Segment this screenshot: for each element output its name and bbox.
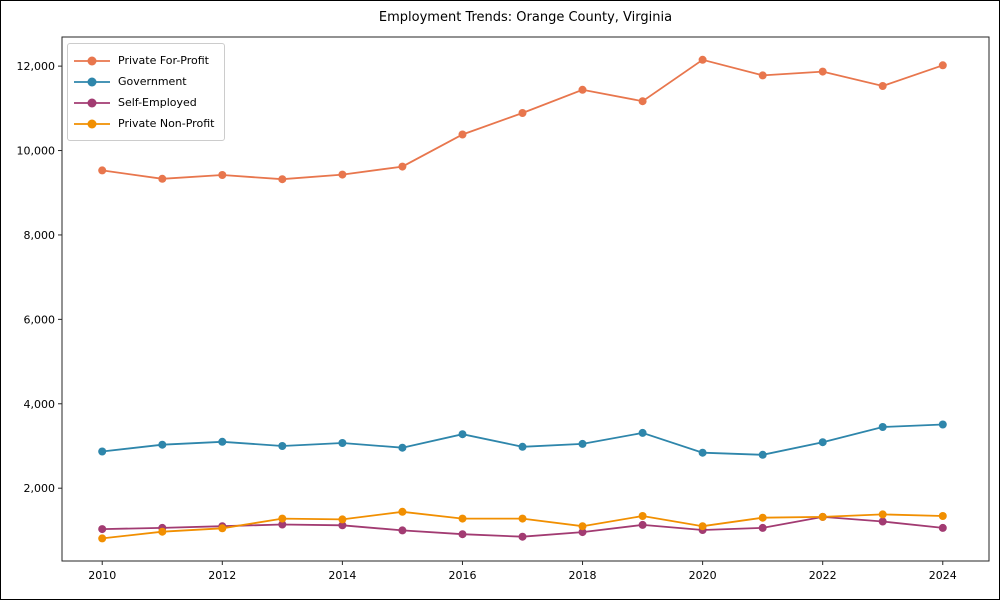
data-point-private-non-profit — [398, 507, 407, 516]
data-point-government — [338, 439, 347, 447]
legend-marker-icon — [74, 119, 110, 128]
data-point-private-for-profit — [818, 67, 827, 76]
data-point-private-for-profit — [938, 61, 947, 70]
legend-item: Private For-Profit — [74, 50, 214, 71]
legend-item-label: Private Non-Profit — [118, 117, 215, 130]
legend-item: Private Non-Profit — [74, 113, 214, 134]
data-point-private-for-profit — [578, 85, 587, 94]
data-point-private-for-profit — [878, 82, 887, 90]
data-point-private-non-profit — [578, 522, 587, 531]
data-point-private-for-profit — [278, 175, 287, 184]
data-point-government — [578, 439, 587, 448]
legend-item-label: Government — [118, 75, 187, 88]
data-point-government — [758, 450, 767, 459]
data-point-private-non-profit — [218, 524, 227, 533]
data-point-private-non-profit — [158, 527, 167, 536]
x-tick-label: 2014 — [328, 569, 356, 582]
data-point-private-non-profit — [98, 534, 107, 543]
data-point-government — [878, 423, 887, 431]
y-tick-label: 10,000 — [17, 145, 56, 158]
legend-item: Self-Employed — [74, 92, 214, 113]
data-point-private-for-profit — [698, 55, 707, 64]
data-point-private-for-profit — [98, 166, 107, 175]
data-point-self-employed — [398, 526, 407, 535]
series-line-private-for-profit — [102, 58, 944, 181]
data-point-government — [278, 442, 287, 450]
data-point-private-for-profit — [218, 171, 227, 179]
legend-marker-icon — [74, 56, 110, 65]
x-tick-label: 2016 — [448, 569, 476, 582]
x-tick-label: 2020 — [689, 569, 717, 582]
y-tick-label: 6,000 — [24, 313, 56, 326]
x-tick-label: 2012 — [208, 569, 236, 582]
data-point-private-non-profit — [518, 514, 527, 523]
data-point-private-for-profit — [518, 109, 527, 117]
y-tick-label: 8,000 — [24, 229, 56, 242]
data-point-self-employed — [638, 520, 647, 529]
data-point-government — [458, 430, 467, 439]
legend: Private For-Profit Government Self-Employe… — [67, 43, 226, 141]
data-point-self-employed — [338, 521, 347, 530]
x-tick-label: 2010 — [88, 569, 116, 582]
data-point-self-employed — [518, 532, 527, 541]
data-point-private-non-profit — [638, 512, 647, 520]
data-point-self-employed — [98, 525, 107, 534]
data-point-self-employed — [758, 523, 767, 532]
data-point-government — [818, 438, 827, 447]
data-point-private-non-profit — [278, 514, 287, 523]
data-point-private-non-profit — [338, 515, 347, 524]
data-point-private-for-profit — [638, 97, 647, 106]
y-tick-label: 4,000 — [24, 398, 56, 411]
data-point-private-non-profit — [458, 514, 467, 523]
axes-box — [61, 36, 990, 562]
data-point-government — [698, 448, 707, 457]
x-tick-label: 2022 — [809, 569, 837, 582]
data-point-self-employed — [878, 517, 887, 526]
data-point-government — [158, 440, 167, 449]
data-point-government — [638, 428, 647, 437]
legend-marker-icon — [74, 98, 110, 107]
legend-item-label: Self-Employed — [118, 96, 197, 109]
data-point-private-non-profit — [818, 512, 827, 521]
y-tick-label: 2,000 — [24, 482, 56, 495]
chart-title: Employment Trends: Orange County, Virgin… — [378, 10, 673, 25]
data-point-government — [98, 447, 107, 456]
data-point-government — [518, 442, 527, 451]
data-point-self-employed — [578, 528, 587, 537]
legend-marker-icon — [74, 77, 110, 86]
data-point-private-non-profit — [938, 512, 947, 520]
data-point-private-for-profit — [338, 170, 347, 179]
data-point-government — [218, 437, 227, 446]
x-tick-label: 2018 — [569, 569, 597, 582]
y-tick-label: 12,000 — [17, 60, 56, 73]
data-point-private-for-profit — [758, 71, 767, 80]
data-point-private-non-profit — [698, 522, 707, 531]
legend-item: Government — [74, 71, 214, 92]
data-point-private-non-profit — [758, 513, 767, 522]
data-point-government — [938, 420, 947, 429]
data-point-private-non-profit — [878, 510, 887, 519]
x-tick-label: 2024 — [929, 569, 957, 582]
data-point-private-for-profit — [398, 162, 407, 171]
data-point-self-employed — [938, 523, 947, 532]
data-point-private-for-profit — [458, 130, 467, 139]
legend-item-label: Private For-Profit — [118, 54, 209, 67]
data-point-private-for-profit — [158, 174, 167, 183]
data-point-government — [398, 443, 407, 452]
data-point-self-employed — [278, 520, 287, 529]
data-point-self-employed — [458, 530, 467, 539]
